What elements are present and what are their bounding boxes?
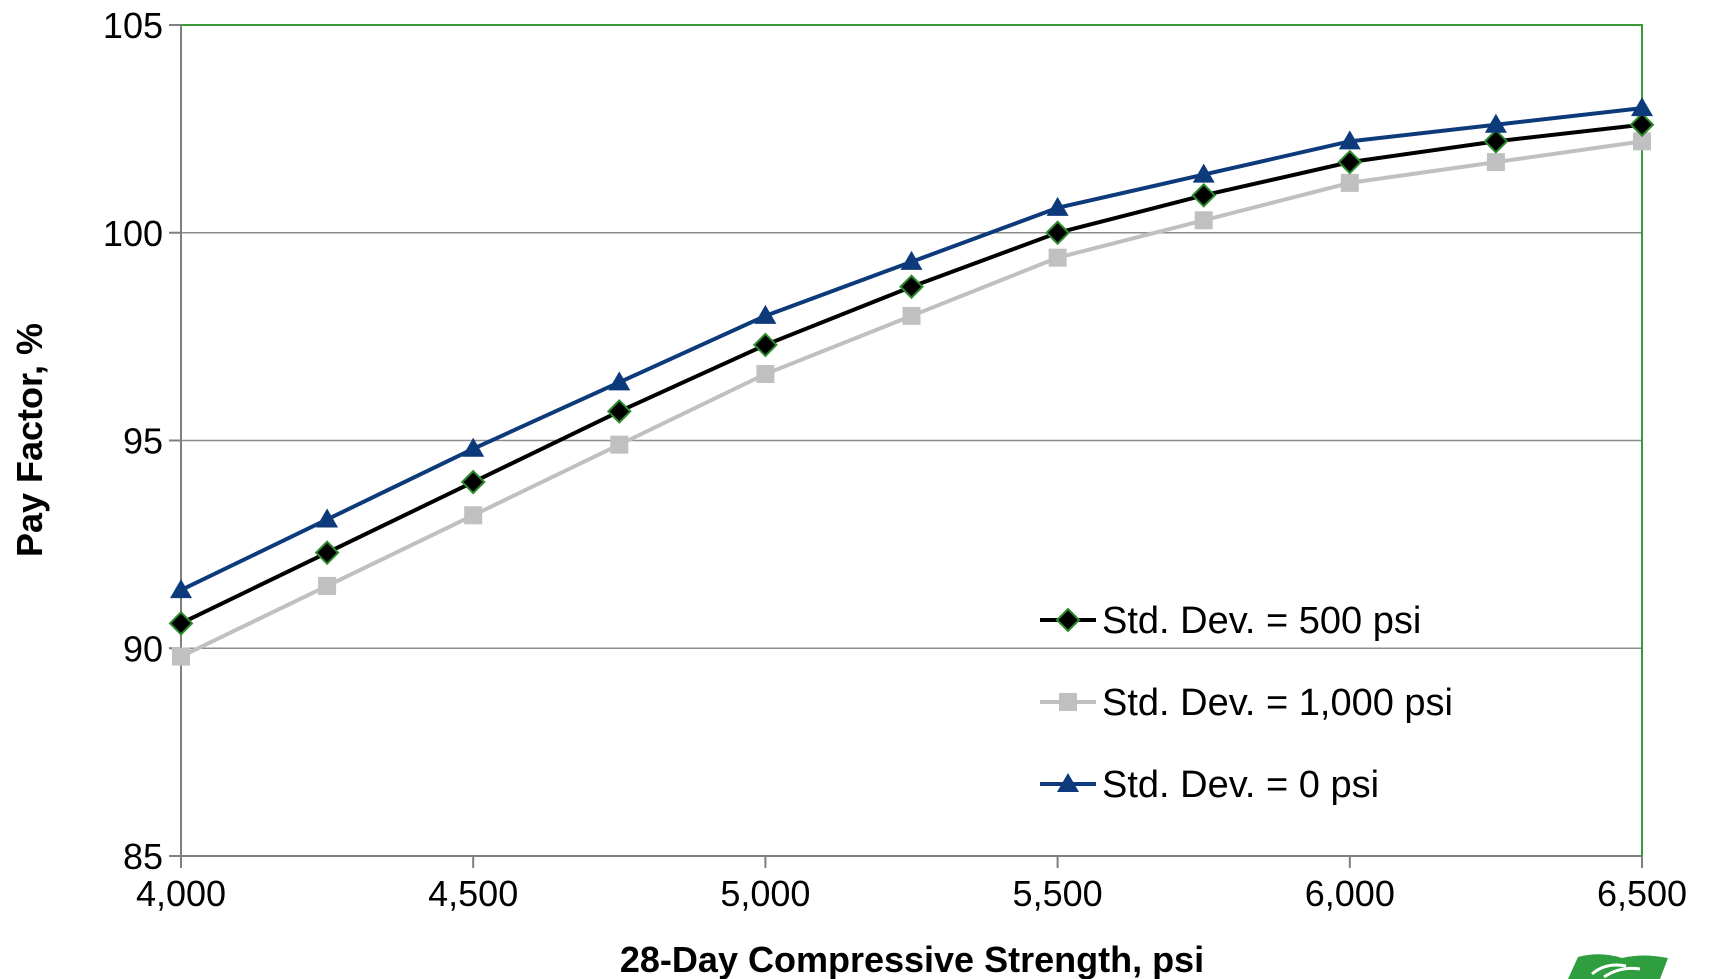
legend-entry: Std. Dev. = 0 psi [1040,764,1379,806]
series-layer [168,97,1655,666]
series-diamond [168,112,1655,636]
y-axis-title: Pay Factor, % [9,323,50,557]
data-point [1338,130,1361,150]
data-point [314,540,340,566]
data-point [899,274,924,300]
data-point [1046,196,1069,216]
data-point [1633,132,1651,151]
state-dot-logo-icon [1568,954,1668,979]
axes: 85 90 95 100 105 4,000 4,500 5,000 5,500 6,000 6,5… [103,5,1687,914]
y-tick-label: 100 [103,213,163,254]
data-point [1048,248,1067,267]
data-point [1340,173,1359,192]
legend-entry: Std. Dev. = 500 psi [1040,600,1421,642]
data-point [1192,163,1215,183]
data-point [316,508,339,528]
data-point [1486,153,1505,172]
x-tick-label: 5,500 [1013,873,1103,914]
x-tick-label: 6,500 [1597,873,1687,914]
legend-swatch-marker [1057,773,1079,792]
data-point [1337,149,1363,175]
legend-swatch-marker [1059,693,1077,711]
y-tick-label: 85 [123,836,163,877]
x-axis-title: 28-Day Compressive Strength, psi [620,939,1204,979]
series-triangle [170,97,1653,599]
x-tick-label: 5,000 [720,873,810,914]
data-point [752,332,778,358]
data-point [606,399,632,424]
legend: Std. Dev. = 500 psi Std. Dev. = 1,000 psi… [1040,600,1453,806]
legend-label: Std. Dev. = 500 psi [1102,600,1421,642]
data-point [1484,113,1507,133]
y-tick-label: 95 [123,421,163,462]
y-tick-label: 105 [103,5,163,46]
gridlines [181,24,1642,649]
data-point [608,371,631,391]
data-point [318,576,337,595]
data-point [1631,97,1653,117]
data-point [462,437,485,457]
data-point [1629,112,1655,138]
series-line [180,139,1643,659]
data-point [168,610,194,636]
data-point [1045,220,1071,246]
data-point [170,579,192,599]
data-point [464,506,483,525]
legend-swatch-marker [1055,607,1081,633]
data-point [900,250,923,270]
data-point [902,306,921,325]
legend-label: Std. Dev. = 0 psi [1102,764,1379,806]
data-point [754,304,777,324]
data-point [1483,128,1509,154]
legend-entry: Std. Dev. = 1,000 psi [1040,682,1453,724]
y-tick-label: 90 [123,628,163,669]
x-tick-label: 4,000 [136,873,226,914]
x-tick-label: 4,500 [428,873,518,914]
data-point [1194,211,1213,230]
series-square [172,132,1651,666]
data-point [460,469,486,495]
data-point [756,365,775,384]
x-tick-label: 6,000 [1305,873,1395,914]
data-point [1191,182,1217,208]
data-point [610,435,629,454]
data-point [172,647,190,666]
legend-label: Std. Dev. = 1,000 psi [1102,682,1453,724]
